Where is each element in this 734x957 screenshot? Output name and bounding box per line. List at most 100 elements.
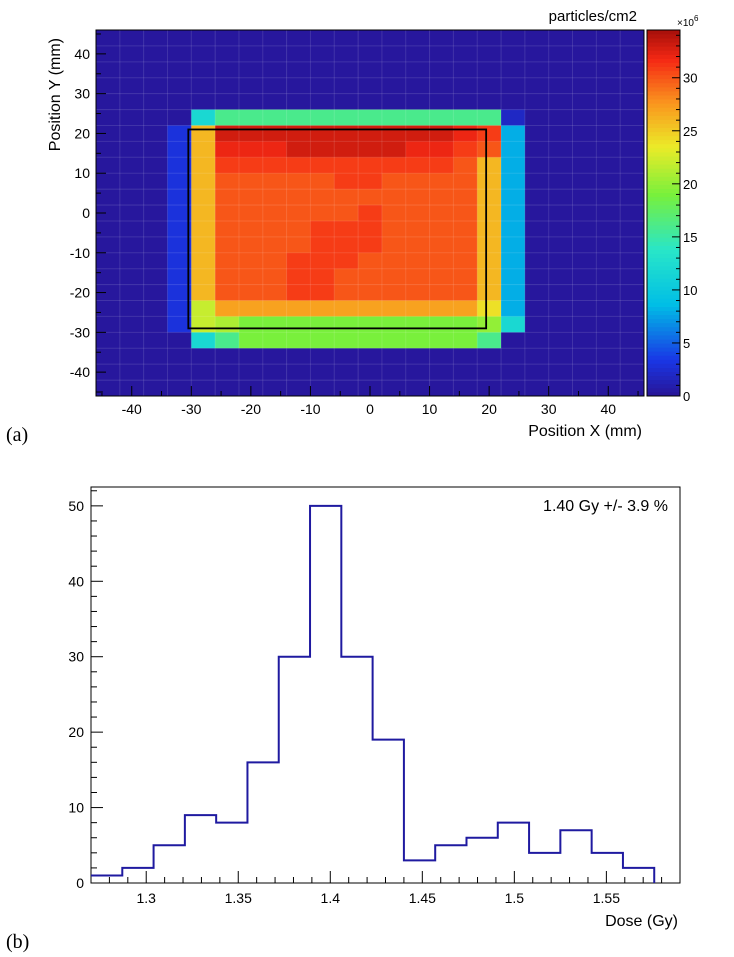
colorbar-multiplier-exponent: 6 (694, 14, 699, 23)
heatmap-cell (405, 173, 430, 190)
heatmap-cell (620, 45, 645, 63)
heatmap-cell (524, 220, 549, 238)
heatmap-cell (286, 61, 311, 79)
colorbar-step (647, 314, 680, 320)
heatmap-cell (96, 125, 121, 142)
heatmap-cell (620, 93, 645, 110)
heatmap-cell (215, 316, 240, 333)
heatmap-cell (262, 30, 287, 47)
heatmap-cell (143, 61, 168, 79)
heatmap-cell (620, 300, 645, 317)
heatmap-cell (96, 252, 121, 269)
heatmap-cell (548, 125, 573, 142)
heatmap-cell (453, 45, 478, 63)
heatmap-cell (238, 125, 264, 142)
heatmap-cell (286, 268, 311, 285)
heatmap-y-label: Position Y (mm) (47, 38, 64, 151)
heatmap-cell (453, 157, 478, 174)
heatmap-cell (524, 268, 549, 285)
heatmap-x-axis: -40 -30 -20 -10 0 10 20 30 40 (101, 386, 639, 417)
colorbar-step (647, 91, 680, 96)
heatmap-cell (262, 268, 287, 285)
heatmap-cell (524, 364, 549, 381)
colorbar-step (647, 257, 680, 263)
heatmap-cell (501, 141, 526, 158)
heatmap-cell (167, 109, 192, 126)
heatmap-cell (191, 125, 216, 142)
heatmap-cell (334, 189, 359, 206)
heatmap-cell (215, 77, 240, 94)
heatmap-cell (143, 332, 168, 349)
colorbar-step (647, 147, 680, 153)
heatmap-cell (453, 173, 478, 190)
heatmap-y-tick-label: 30 (74, 86, 90, 102)
colorbar-step (647, 363, 680, 368)
heatmap-cell (524, 77, 549, 94)
heatmap-cell (381, 332, 407, 349)
heatmap-cell (310, 284, 335, 301)
heatmap-cell (143, 220, 168, 238)
heatmap-y-tick-label: 0 (82, 205, 90, 221)
colorbar-step (647, 127, 680, 133)
heatmap-cell (358, 157, 383, 174)
heatmap-cell (310, 93, 335, 110)
heatmap-cell (334, 77, 359, 94)
histogram-y-axis: 0 10 20 30 40 50 (68, 490, 103, 891)
heatmap-x-tick-label: -30 (181, 401, 201, 417)
heatmap-cell (286, 109, 311, 126)
histogram-y-tick-label: 20 (68, 724, 84, 740)
heatmap-cell (381, 316, 407, 333)
heatmap-cell (477, 236, 502, 254)
heatmap-cell (119, 173, 144, 190)
heatmap-cell (453, 348, 478, 365)
colorbar-step (647, 180, 680, 185)
heatmap-cell (572, 61, 597, 79)
colorbar-ticks: 0 5 10 15 20 25 30 (672, 34, 697, 404)
heatmap-cell (548, 300, 573, 317)
heatmap-cell (572, 252, 597, 269)
heatmap-cell (477, 205, 502, 222)
heatmap-cell (119, 30, 144, 47)
heatmap-cell (310, 189, 335, 206)
heatmap-cell (620, 268, 645, 285)
colorbar-step (647, 70, 680, 76)
heatmap-cell (405, 380, 430, 397)
heatmap-x-tick-label: 0 (366, 401, 374, 417)
heatmap-y-tick-label: -40 (70, 364, 90, 380)
colorbar-tick-label: 20 (683, 177, 697, 192)
heatmap-cell (358, 173, 383, 190)
heatmap-cell (191, 45, 216, 63)
heatmap-cell (334, 61, 359, 79)
colorbar-step (647, 253, 680, 259)
heatmap-cell (262, 348, 287, 365)
colorbar-title: particles/cm2 (549, 8, 637, 25)
heatmap-cell (358, 141, 383, 158)
heatmap-cell (191, 220, 216, 238)
heatmap-cell (143, 348, 168, 365)
heatmap-cell (143, 205, 168, 222)
colorbar-tick-label: 5 (683, 336, 690, 351)
heatmap-cell (143, 189, 168, 206)
colorbar-step (647, 213, 680, 218)
heatmap-cell (286, 380, 311, 397)
heatmap-cell (310, 332, 335, 349)
heatmap-cell (143, 173, 168, 190)
heatmap-cell (262, 141, 287, 158)
heatmap-cell (310, 205, 335, 222)
colorbar-step (647, 164, 680, 169)
colorbar-step (647, 188, 680, 194)
heatmap-cell (334, 205, 359, 222)
heatmap-cell (215, 61, 240, 79)
heatmap-cell (310, 300, 335, 317)
heatmap-cell (548, 189, 573, 206)
heatmap-cell (620, 348, 645, 365)
heatmap-cell (119, 61, 144, 79)
colorbar-step (647, 330, 680, 336)
colorbar-step (647, 139, 680, 145)
heatmap-cell (167, 268, 192, 285)
heatmap-cell (477, 189, 502, 206)
heatmap-cell (334, 93, 359, 110)
heatmap-cell (310, 45, 335, 63)
histogram-x-tick-label: 1.55 (593, 890, 620, 906)
